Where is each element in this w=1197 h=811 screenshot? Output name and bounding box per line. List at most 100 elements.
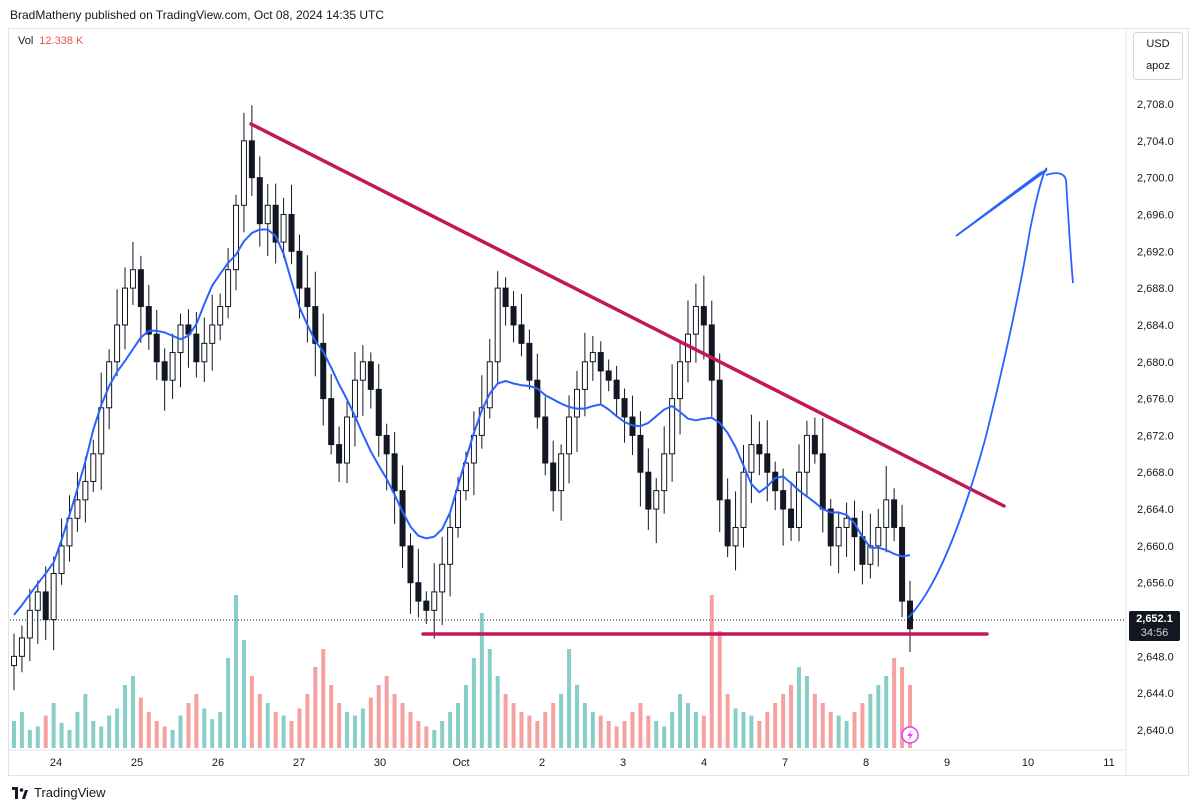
candle-body xyxy=(811,434,818,455)
volume-bar xyxy=(479,613,484,748)
volume-bar xyxy=(717,631,722,748)
candle-body xyxy=(637,434,644,473)
volume-bar xyxy=(210,719,215,748)
volume-bar xyxy=(368,697,373,748)
volume-legend: Vol 12.338 K xyxy=(18,35,83,47)
volume-bar xyxy=(868,694,873,748)
volume-bar xyxy=(321,649,326,748)
candle-body xyxy=(225,269,232,308)
candle-body xyxy=(169,352,176,381)
volume-bar xyxy=(265,703,270,748)
bar-countdown: 34:56 xyxy=(1140,627,1169,639)
candle-body xyxy=(819,453,826,510)
volume-bar xyxy=(130,676,135,748)
candle-body xyxy=(788,508,795,528)
price-tick-label: 2,644.0 xyxy=(1137,688,1174,700)
volume-bar xyxy=(598,715,603,748)
time-tick-label: 25 xyxy=(131,757,143,769)
volume-bar xyxy=(337,703,342,748)
volume-bar xyxy=(440,721,445,748)
price-tick-label: 2,640.0 xyxy=(1137,725,1174,737)
volume-bar xyxy=(511,703,516,748)
scale-mode-label[interactable]: apoz xyxy=(1146,60,1170,72)
candle-body xyxy=(145,306,152,335)
time-tick-label: 8 xyxy=(863,757,869,769)
volume-bar xyxy=(559,694,564,748)
volume-bar xyxy=(345,712,350,748)
time-tick-label: 7 xyxy=(782,757,788,769)
moving-average-line xyxy=(13,228,911,616)
candle-body xyxy=(296,250,303,289)
volume-bar xyxy=(91,721,96,748)
price-tick-label: 2,668.0 xyxy=(1137,467,1174,479)
candle-body xyxy=(724,499,731,547)
price-tick-label: 2,664.0 xyxy=(1137,504,1174,516)
volume-bar xyxy=(35,726,40,748)
price-tick-label: 2,704.0 xyxy=(1137,136,1174,148)
volume-bar xyxy=(884,676,889,748)
volume-bar xyxy=(860,703,865,748)
candle-body xyxy=(677,361,684,400)
candle-body xyxy=(748,444,755,473)
scale-settings[interactable]: USD apoz xyxy=(1133,32,1183,80)
volume-bar xyxy=(59,722,64,748)
candle-body xyxy=(455,490,462,528)
volume-bar xyxy=(305,694,310,748)
volume-bar xyxy=(789,685,794,748)
volume-bar xyxy=(297,708,302,748)
volume-bar xyxy=(107,715,112,748)
volume-bar xyxy=(273,712,278,748)
volume-bar xyxy=(812,694,817,748)
candle-body xyxy=(803,434,810,473)
candle-body xyxy=(764,453,771,473)
volume-bar xyxy=(495,676,500,748)
price-tick-label: 2,676.0 xyxy=(1137,394,1174,406)
price-tick-label: 2,648.0 xyxy=(1137,651,1174,663)
volume-bar xyxy=(194,694,199,748)
candle-body xyxy=(233,204,240,271)
candle-body xyxy=(589,352,596,363)
candle-body xyxy=(661,453,668,492)
footer[interactable]: TradingView xyxy=(12,785,106,800)
candle-body xyxy=(558,453,565,492)
descending-trendline xyxy=(249,122,1006,508)
currency-label[interactable]: USD xyxy=(1146,38,1170,50)
candle-body xyxy=(732,526,739,547)
candle-body xyxy=(193,333,200,363)
volume-bar xyxy=(614,726,619,748)
volume-bar xyxy=(424,726,429,748)
candle-body xyxy=(843,517,850,528)
volume-bar xyxy=(693,712,698,748)
candle-body xyxy=(566,416,573,455)
candle-body xyxy=(859,536,866,565)
candle-body xyxy=(328,398,335,446)
volume-bar xyxy=(75,712,80,748)
volume-legend-label: Vol xyxy=(18,35,34,47)
volume-bar xyxy=(519,712,524,748)
candle-body xyxy=(26,609,33,639)
candle-body xyxy=(613,379,620,400)
volume-bar xyxy=(463,685,468,748)
volume-bar xyxy=(234,595,239,748)
candle-body xyxy=(312,306,319,344)
candle-body xyxy=(82,480,89,501)
volume-bar xyxy=(678,694,683,748)
volume-bar xyxy=(43,715,48,748)
candle-body xyxy=(423,600,430,611)
volume-bar xyxy=(757,721,762,748)
price-tick-label: 2,660.0 xyxy=(1137,541,1174,553)
candle-body xyxy=(240,140,247,206)
volume-bar xyxy=(289,721,294,748)
candle-body xyxy=(11,655,17,667)
volume-bar xyxy=(313,667,318,748)
volume-bar xyxy=(170,730,175,748)
volume-bar xyxy=(804,676,809,748)
candle-body xyxy=(367,361,374,390)
candle-body xyxy=(899,526,906,602)
candle-body xyxy=(304,287,311,308)
candle-body xyxy=(383,434,390,455)
candle-body xyxy=(716,379,723,501)
volume-bar xyxy=(622,721,627,748)
volume-legend-value: 12.338 K xyxy=(39,35,84,47)
